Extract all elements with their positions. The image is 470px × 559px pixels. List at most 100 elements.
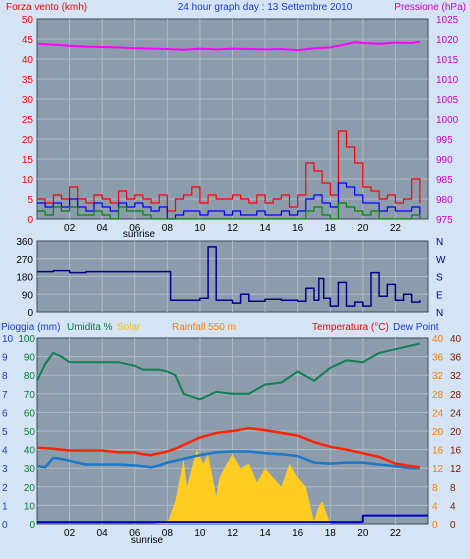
y-tick-label: 25: [22, 115, 34, 126]
dewpoint-line: [36, 450, 420, 470]
x-tick-label: 10: [194, 528, 206, 539]
y-tick-label: 180: [16, 273, 33, 284]
pressure-line: [36, 40, 421, 52]
x-tick-label: 08: [162, 223, 174, 234]
y-tick-label: 1010: [436, 75, 459, 86]
y-tick-label: 3: [2, 464, 8, 475]
y-tick-label: 16: [432, 446, 444, 457]
legend-rain: Pioggia (mm): [1, 322, 60, 333]
wind-direction-degree-ticks: 360 270 180 90 0: [16, 237, 33, 319]
humidity-line: [36, 342, 421, 401]
x-tick-label: 06: [129, 528, 141, 539]
y-tick-label: 985: [436, 175, 453, 186]
y-tick-label: 4: [2, 446, 8, 457]
y-tick-label: 270: [16, 255, 33, 266]
y-tick-label: 36: [450, 353, 462, 364]
y-tick-label: 80: [24, 371, 36, 382]
y-tick-label: 10: [22, 175, 34, 186]
x-tick-label: 16: [292, 528, 304, 539]
y-tick-label: 36: [432, 353, 444, 364]
y-tick-label: 10: [24, 501, 36, 512]
chart-title: 24 hour graph day : 13 Settembre 2010: [178, 2, 353, 13]
y-tick-label: 40: [450, 334, 462, 345]
wind-pressure-series: [36, 40, 421, 220]
y-tick-label: 8: [2, 371, 8, 382]
y-tick-label: 15: [22, 155, 34, 166]
legend-rainfall: Rainfall 550 m: [172, 322, 236, 333]
y-tick-label: 28: [450, 390, 462, 401]
sunrise-label-top: sunrise: [123, 229, 156, 240]
y-tick-label: 0: [450, 520, 456, 531]
solar-area: [37, 449, 428, 524]
wind-direction-grid: [37, 241, 428, 312]
y-tick-label: 9: [2, 353, 8, 364]
x-tick-label: 14: [260, 223, 272, 234]
y-tick-label: 980: [436, 195, 453, 206]
x-tick-label: 16: [292, 223, 304, 234]
x-axis-ticks-top: 02 04 06 08 10 12 14 16 18 20 22: [64, 223, 401, 234]
y-tick-label: 0: [29, 520, 35, 531]
rain-line: [37, 514, 428, 524]
wind-average-line: [37, 182, 421, 220]
y-tick-label: 90: [24, 353, 36, 364]
y-tick-label: 20: [22, 135, 34, 146]
x-tick-label: 22: [390, 223, 402, 234]
y-tick-label: 60: [24, 408, 36, 419]
legend-dewpoint: Dew Point: [393, 322, 439, 333]
x-tick-label: 22: [390, 528, 402, 539]
y-tick-label: 30: [22, 95, 34, 106]
y-tick-label: 5: [2, 427, 8, 438]
y-tick-label: 1020: [436, 35, 459, 46]
y-tick-label: 8: [432, 483, 438, 494]
x-tick-label: 10: [194, 223, 206, 234]
y-tick-label: 1025: [436, 15, 459, 26]
x-axis-ticks-bottom: 02 04 06 08 10 12 14 16 18 20 22: [64, 528, 401, 539]
y-tick-label: 5: [27, 195, 33, 206]
y-tick-label: 10: [2, 334, 14, 345]
wind-minimum-line: [37, 202, 421, 220]
y-tick-label: 7: [2, 390, 8, 401]
x-tick-label: 20: [357, 223, 369, 234]
y-tick-label: 20: [450, 427, 462, 438]
y-tick-label: 24: [450, 408, 462, 419]
y-tick-label: 50: [22, 15, 34, 26]
y-tick-label: 70: [24, 390, 36, 401]
y-tick-label: 0: [27, 308, 33, 319]
y-tick-label: 40: [432, 334, 444, 345]
y-tick-label: 4: [432, 501, 438, 512]
y-tick-label: 1000: [436, 115, 459, 126]
y-tick-label: 20: [432, 427, 444, 438]
y-tick-label: 995: [436, 135, 453, 146]
y-tick-label: 30: [24, 464, 36, 475]
x-tick-label: 08: [162, 528, 174, 539]
y-tick-label: 0: [2, 520, 8, 531]
y-tick-label: 90: [22, 290, 34, 301]
y-tick-label: 975: [436, 215, 453, 226]
y-tick-label: 28: [432, 390, 444, 401]
y-tick-label: 40: [24, 446, 36, 457]
y-tick-label: 32: [450, 371, 462, 382]
temp-humidity-series: [36, 342, 428, 524]
y-tick-label: N: [436, 308, 443, 319]
legend-solar: Solar: [117, 322, 141, 333]
x-tick-label: 18: [325, 528, 337, 539]
x-tick-label: 14: [260, 528, 272, 539]
y-tick-label: 12: [432, 464, 444, 475]
wind-direction-line: [37, 246, 421, 307]
y-tick-label: 8: [450, 483, 456, 494]
wind-pressure-grid: [37, 19, 428, 219]
x-tick-label: 02: [64, 223, 76, 234]
y-tick-label: 24: [432, 408, 444, 419]
pressure-ticks: 1025 1020 1015 1010 1005 1000 995 990 985 980 975: [436, 15, 459, 226]
y-tick-label: W: [436, 255, 446, 266]
y-tick-label: S: [436, 273, 443, 284]
temperature-line: [36, 426, 421, 469]
y-tick-label: 360: [16, 237, 33, 248]
x-tick-label: 12: [227, 223, 239, 234]
